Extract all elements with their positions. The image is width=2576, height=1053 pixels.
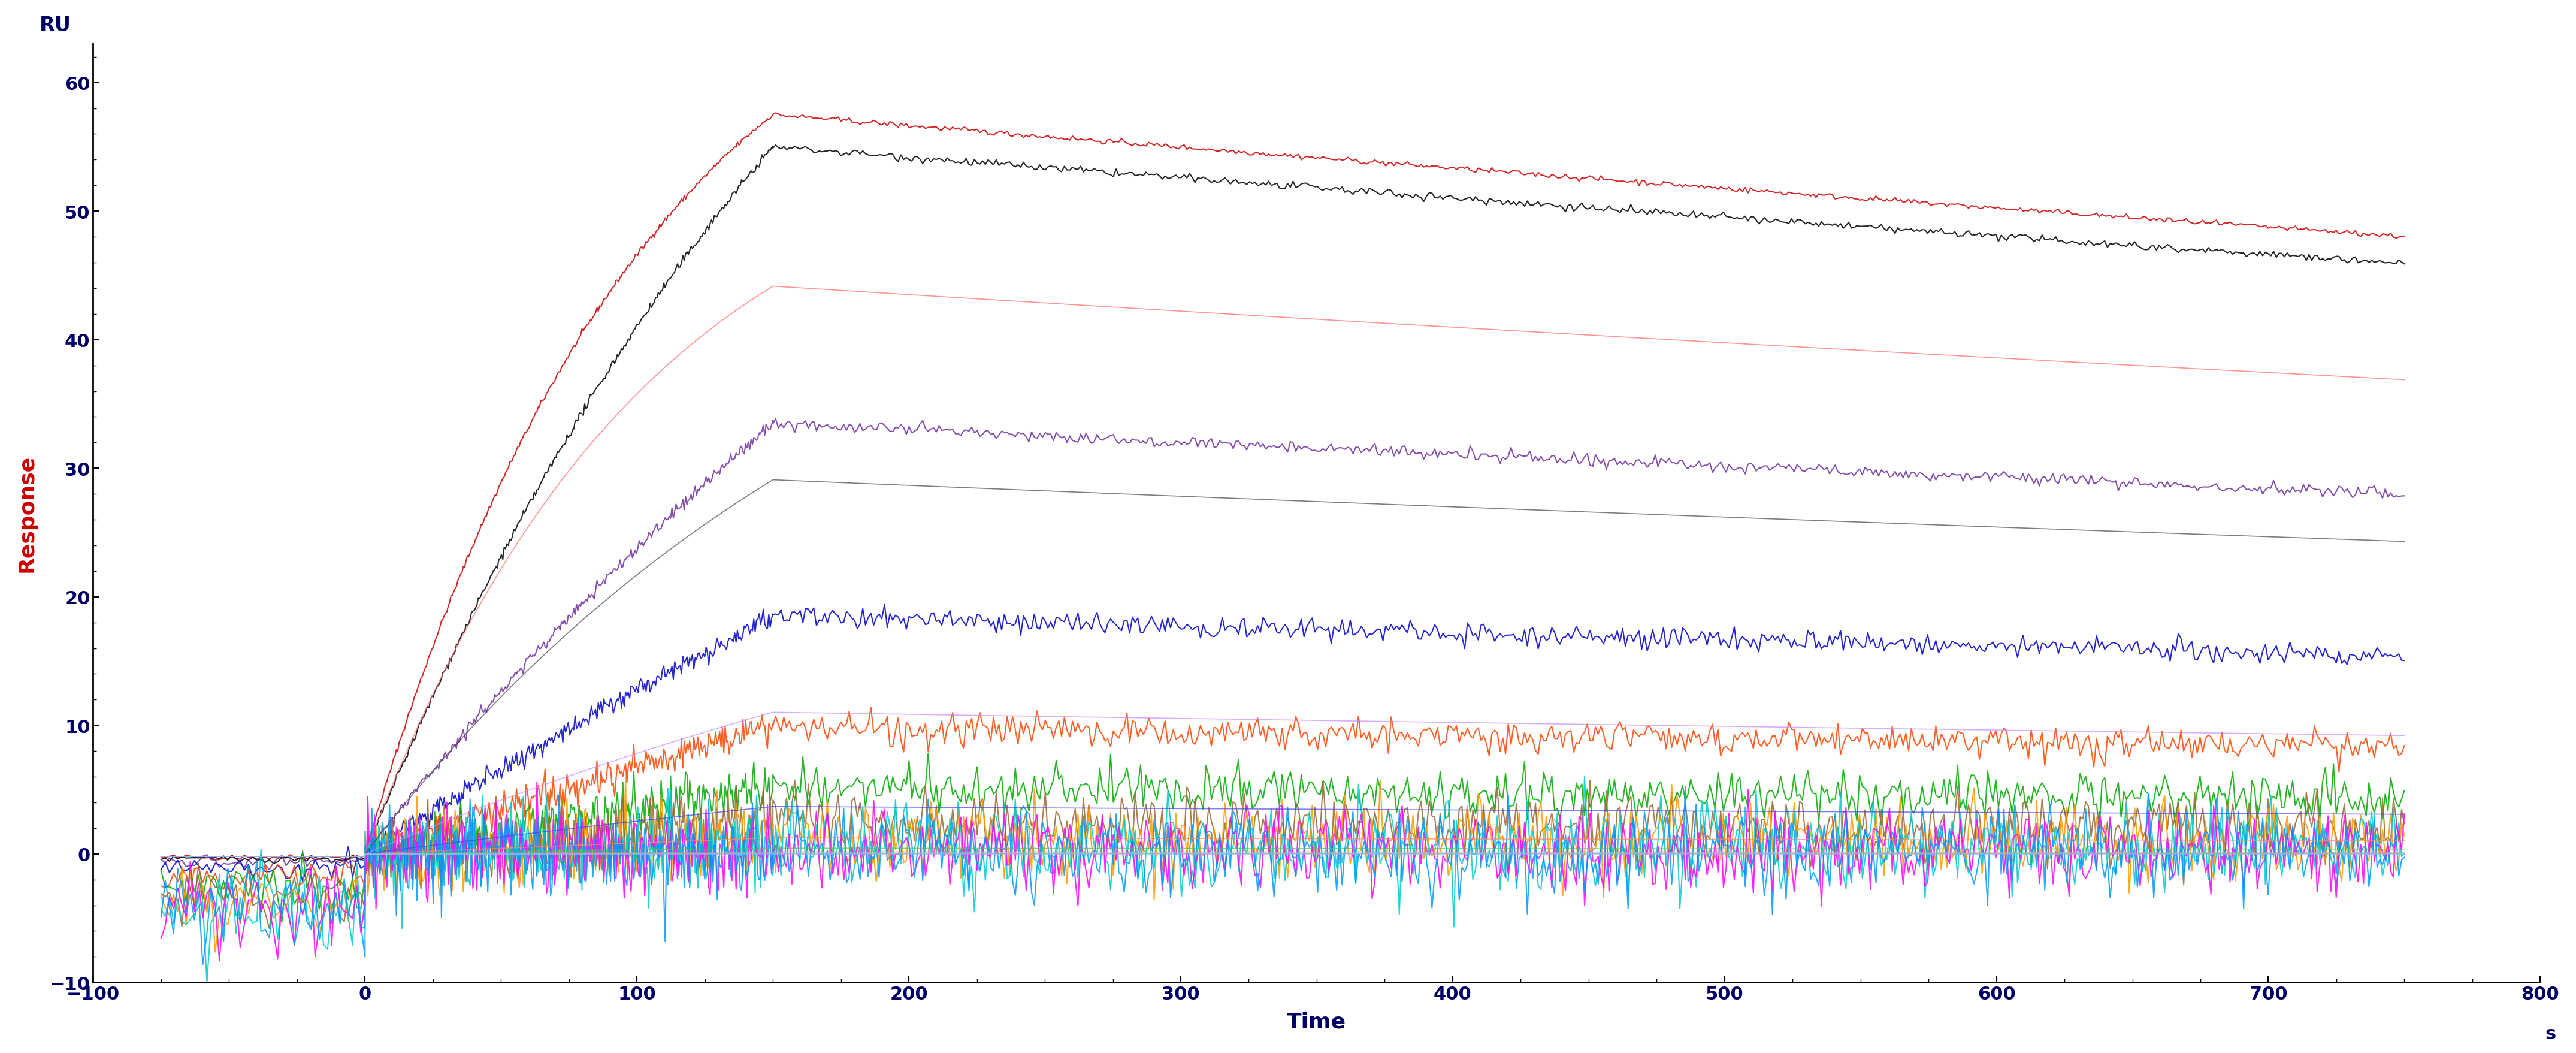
X-axis label: Time: Time xyxy=(1288,1011,1347,1032)
Text: s: s xyxy=(2545,1025,2555,1042)
Y-axis label: Response: Response xyxy=(15,455,36,572)
Text: RU: RU xyxy=(39,16,72,35)
